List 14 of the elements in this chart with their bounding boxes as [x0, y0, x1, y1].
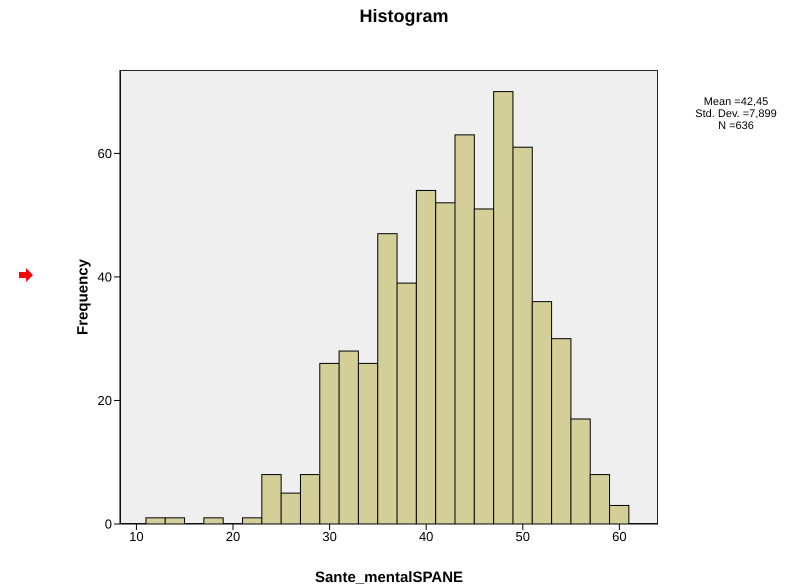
y-tick-label: 0: [104, 516, 112, 532]
y-tick-label: 40: [98, 270, 112, 285]
x-tick-label: 40: [418, 529, 434, 544]
x-tick-label: 20: [226, 529, 240, 544]
x-tick-label: 30: [322, 529, 337, 544]
text: Mean =42,45 Std. Dev. =7,899 N =636: [694, 96, 778, 132]
x-tick-label: 10: [129, 529, 144, 544]
y-tick-label: 20: [98, 393, 112, 408]
x-axis-title: Sante_mentalSPANE: [314, 569, 464, 586]
x-tick-label: 60: [612, 529, 627, 544]
x-tick-label: 50: [516, 529, 530, 544]
chart-title: Histogram: [358, 6, 450, 27]
y-axis-title: Frequency: [74, 258, 92, 335]
y-tick-label: 60: [98, 146, 112, 162]
